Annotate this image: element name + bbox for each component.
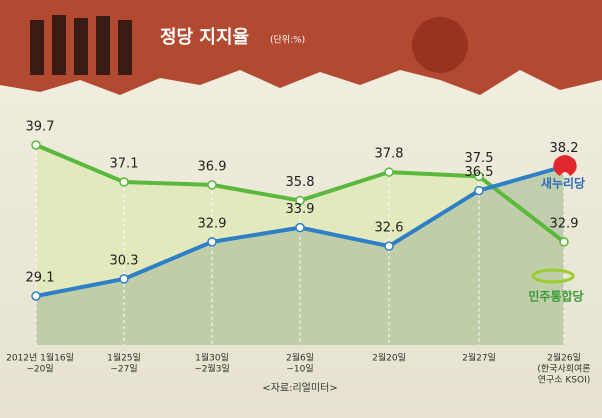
point <box>559 237 569 247</box>
x-tick-label: 2월27일 <box>462 352 496 364</box>
value-label: 37.1 <box>110 157 139 172</box>
point <box>474 171 484 182</box>
x-tick-label: ~27일 <box>110 364 137 375</box>
x-tick-label: ~2월3일 <box>194 363 230 375</box>
value-label: 37.8 <box>375 147 404 162</box>
legend-label: 새누리당 <box>541 176 585 191</box>
x-tick-label: 2월20일 <box>372 352 406 364</box>
x-tick-label: 1월25일 <box>107 352 141 364</box>
chart-subtitle: (단위:%) <box>270 35 305 46</box>
point <box>207 180 217 190</box>
value-label: 36.9 <box>198 159 227 174</box>
point <box>295 195 305 206</box>
x-tick-label: 연구소 KSOI) <box>538 375 591 386</box>
value-label: 33.9 <box>286 202 315 217</box>
x-tick-label: 2월26일 <box>547 352 581 364</box>
x-tick-label: 2월6일 <box>286 352 314 364</box>
point <box>384 167 394 177</box>
value-label: 35.8 <box>286 175 315 190</box>
value-label: 39.7 <box>26 120 55 135</box>
value-label: 29.1 <box>26 271 55 286</box>
value-label: 30.3 <box>110 253 139 268</box>
point <box>384 241 394 251</box>
point <box>31 291 41 301</box>
ink-splash <box>412 17 468 73</box>
people-silhouette <box>30 15 132 75</box>
point <box>119 274 129 284</box>
chart-title: 정당 지지율 <box>160 27 249 48</box>
x-tick-label: ~20일 <box>26 364 53 375</box>
point <box>207 237 217 247</box>
x-tick-label: 2012년 1월16일 <box>6 352 74 364</box>
value-label: 38.2 <box>550 141 579 156</box>
source: <자료:리얼미터> <box>262 382 337 394</box>
value-label: 32.6 <box>375 221 404 236</box>
point <box>119 177 129 187</box>
value-label: 36.5 <box>465 165 494 180</box>
x-tick-label: 1월30일 <box>195 352 229 364</box>
point <box>295 222 305 233</box>
value-label: 32.9 <box>550 216 579 231</box>
x-tick-label: (한국사회여론 <box>537 363 590 375</box>
party-logo <box>553 155 577 176</box>
value-label: 37.5 <box>465 151 494 166</box>
point <box>474 185 484 196</box>
value-label: 32.9 <box>198 216 227 231</box>
x-tick-label: ~10일 <box>286 364 313 375</box>
point <box>31 140 41 150</box>
legend-label: 민주통합당 <box>528 289 583 304</box>
party-logo <box>531 268 575 284</box>
